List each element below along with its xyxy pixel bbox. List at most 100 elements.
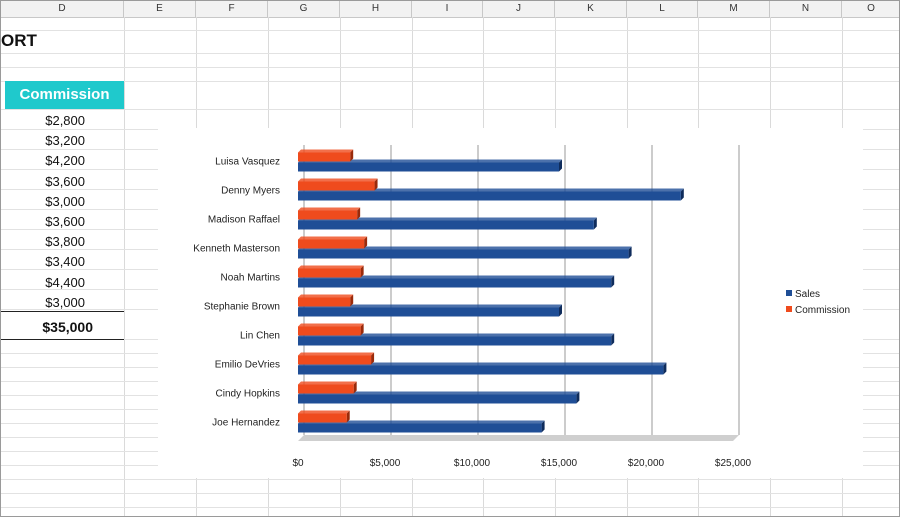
commission-cell[interactable]: $3,600 <box>45 173 85 189</box>
commission-bar <box>298 384 354 394</box>
column-header-k[interactable]: K <box>555 1 627 17</box>
commission-bar-top <box>298 381 357 385</box>
column-header-i[interactable]: I <box>412 1 483 17</box>
sales-bar <box>298 394 577 404</box>
total-bottom-border <box>1 339 124 340</box>
commission-bar <box>298 268 361 278</box>
commission-bar-side <box>364 236 368 249</box>
commission-cell[interactable]: $3,200 <box>45 133 85 149</box>
category-label: Kenneth Masterson <box>193 244 280 255</box>
sales-bar-side <box>559 304 562 317</box>
sales-bar-top <box>298 420 545 424</box>
column-header-f[interactable]: F <box>196 1 268 17</box>
category-label: Noah Martins <box>221 273 280 284</box>
commission-bar <box>298 210 358 220</box>
commission-header-cell[interactable]: Commission <box>5 81 124 109</box>
commission-cell[interactable]: $3,000 <box>45 294 85 310</box>
commission-bar-top <box>298 178 378 182</box>
commission-cell[interactable]: $4,400 <box>45 274 85 290</box>
row-gridline <box>1 67 899 68</box>
commission-bar <box>298 152 351 162</box>
legend-swatch-sales <box>786 290 792 296</box>
commission-bar <box>298 326 361 336</box>
x-tick-label: $5,000 <box>370 458 401 469</box>
category-label: Stephanie Brown <box>204 302 280 313</box>
sales-bar-top <box>298 362 667 366</box>
sales-bar-top <box>298 275 615 279</box>
category-label: Cindy Hopkins <box>216 389 280 400</box>
sales-bar <box>298 336 612 346</box>
row-gridline <box>1 507 899 508</box>
column-header-m[interactable]: M <box>698 1 770 17</box>
commission-total-cell[interactable]: $35,000 <box>42 319 93 335</box>
sales-bar-side <box>680 188 684 201</box>
commission-bar-side <box>350 149 354 162</box>
sales-bar-top <box>298 217 597 221</box>
sales-bar-top <box>298 391 580 395</box>
commission-bar-top <box>298 323 364 327</box>
column-header-h[interactable]: H <box>340 1 412 17</box>
column-header-d[interactable]: D <box>1 1 124 17</box>
sales-bar <box>298 220 594 230</box>
row-gridline <box>1 479 899 480</box>
row-gridline <box>1 109 899 110</box>
sales-bar-side <box>559 159 562 172</box>
sales-bar <box>298 249 629 259</box>
column-header-g[interactable]: G <box>268 1 340 17</box>
sales-bar <box>298 191 681 201</box>
commission-bar-top <box>298 149 354 153</box>
sales-bar-top <box>298 333 615 337</box>
report-title-cell[interactable]: ORT <box>1 31 37 50</box>
commission-bar-side <box>346 410 350 423</box>
sales-bar-side <box>593 217 597 230</box>
sales-bar <box>298 307 559 317</box>
commission-cell[interactable]: $3,600 <box>45 214 85 229</box>
commission-cell[interactable]: $2,800 <box>45 113 85 128</box>
commission-cell[interactable]: $3,000 <box>45 193 85 209</box>
category-label: Emilio DeVries <box>215 360 280 371</box>
chart-canvas: $0 $5,000 $10,000 $15,000 $20,000 $25,000 Luis… <box>193 145 850 469</box>
sales-bar <box>298 365 664 375</box>
commission-bar-top <box>298 236 368 240</box>
category-label: Lin Chen <box>240 331 280 342</box>
sales-bar <box>298 278 612 288</box>
sales-commission-chart[interactable]: $0 $5,000 $10,000 $15,000 $20,000 $25,000 Luis… <box>158 128 863 478</box>
column-header-j[interactable]: J <box>483 1 555 17</box>
total-top-border <box>1 311 124 312</box>
category-label: Denny Myers <box>221 186 280 197</box>
row-gridline <box>1 493 899 494</box>
sales-bar-side <box>611 275 615 288</box>
commission-bar-side <box>357 207 361 220</box>
sales-bar-side <box>541 420 545 433</box>
sales-bar <box>298 423 542 433</box>
commission-bar <box>298 413 347 423</box>
column-header-o[interactable]: O <box>842 1 899 17</box>
category-label: Joe Hernandez <box>212 418 280 429</box>
commission-bar-side <box>360 323 364 336</box>
x-tick-label: $15,000 <box>541 458 578 469</box>
commission-bar-top <box>298 207 361 211</box>
commission-bar-top <box>298 410 350 414</box>
commission-bar-top <box>298 352 375 356</box>
commission-bar-top <box>298 265 364 269</box>
x-tick-label: $25,000 <box>715 458 752 469</box>
sales-bar <box>298 162 559 172</box>
column-header-l[interactable]: L <box>627 1 698 17</box>
commission-bar-side <box>360 265 364 278</box>
commission-bar <box>298 355 372 365</box>
legend-label-commission: Commission <box>795 305 850 316</box>
row-gridline <box>1 30 899 31</box>
sales-bar-side <box>576 391 580 404</box>
column-gridline <box>124 17 125 516</box>
column-header-e[interactable]: E <box>124 1 196 17</box>
x-tick-label: $0 <box>292 458 304 469</box>
column-header-n[interactable]: N <box>770 1 842 17</box>
sales-bar-top <box>298 188 684 192</box>
commission-bar <box>298 297 351 307</box>
sales-bar-side <box>663 362 667 375</box>
commission-cell[interactable]: $4,200 <box>45 153 85 169</box>
commission-bar-side <box>371 352 375 365</box>
commission-cell[interactable]: $3,800 <box>45 234 85 250</box>
commission-cell[interactable]: $3,400 <box>45 254 85 270</box>
